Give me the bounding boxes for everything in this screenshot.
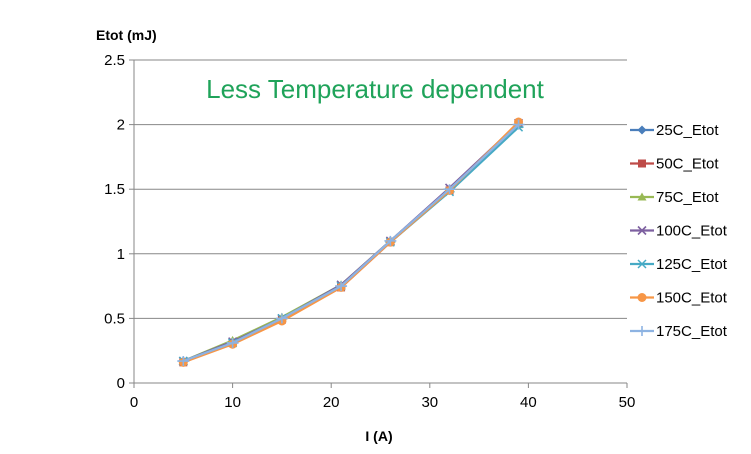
series-line [182, 121, 520, 364]
legend-marker [637, 192, 647, 201]
y-tick-label: 0 [117, 375, 125, 392]
legend-item-50c-etot: 50C_Etot [630, 156, 719, 173]
data-point [384, 235, 397, 246]
series-line [182, 123, 520, 363]
series-25c-etot [178, 120, 524, 366]
y-tick-label: 2 [117, 117, 125, 134]
y-axis-title: Etot (mJ) [96, 27, 157, 43]
legend-label: 25C_Etot [656, 122, 719, 139]
data-point [177, 356, 190, 367]
legend-marker [637, 259, 647, 269]
x-axis-title: I (A) [365, 428, 392, 444]
x-tick-label: 40 [520, 394, 537, 411]
series-50c-etot [179, 119, 523, 367]
series-line [182, 122, 520, 364]
legend-label: 100C_Etot [656, 223, 728, 240]
series-175c-etot [177, 119, 525, 367]
legend-marker [638, 159, 646, 168]
series-line [182, 122, 520, 363]
legend-label: 50C_Etot [656, 156, 719, 173]
x-tick-label: 50 [619, 394, 636, 411]
data-point [226, 337, 239, 348]
legend-label: 125C_Etot [656, 256, 728, 273]
legend-item-150c-etot: 150C_Etot [630, 290, 728, 307]
y-tick-label: 0.5 [104, 310, 125, 327]
legend-item-100c-etot: 100C_Etot [630, 223, 728, 240]
series-line [182, 123, 520, 363]
gridlines [134, 59, 627, 319]
x-tick-label: 30 [421, 394, 438, 411]
series-75c-etot [178, 120, 524, 365]
series-line [182, 123, 520, 363]
x-tick-label: 10 [224, 394, 241, 411]
y-tick-label: 1 [117, 246, 125, 263]
series-group [177, 117, 525, 367]
legend-item-125c-etot: 125C_Etot [630, 256, 728, 273]
legend-item-75c-etot: 75C_Etot [630, 189, 719, 206]
series-100c-etot [178, 118, 524, 366]
legend-label: 75C_Etot [656, 189, 719, 206]
legend-label: 175C_Etot [656, 323, 728, 340]
legend-marker [637, 225, 647, 236]
data-point [275, 313, 288, 324]
legend-item-175c-etot: 175C_Etot [630, 323, 728, 340]
y-tick-label: 1.5 [104, 181, 125, 198]
legend-label: 150C_Etot [656, 290, 728, 307]
legend: 25C_Etot 50C_Etot 75C_Etot 100C_Etot 125C_Et… [630, 122, 728, 340]
data-point [335, 281, 348, 292]
y-tick-label: 2.5 [104, 52, 125, 69]
data-point [512, 119, 525, 130]
x-tick-label: 20 [323, 394, 340, 411]
series-line [182, 126, 520, 363]
legend-marker [637, 125, 647, 135]
legend-marker [636, 326, 648, 336]
x-tick-label: 0 [130, 394, 138, 411]
series-125c-etot [178, 122, 524, 366]
legend-item-25c-etot: 25C_Etot [630, 122, 719, 139]
data-point [443, 184, 456, 195]
legend-marker [637, 293, 647, 302]
chart-annotation: Less Temperature dependent [206, 74, 545, 104]
axes: 0 0.5 1 1.5 2 2.5 0 10 20 30 40 50 [104, 52, 635, 411]
series-150c-etot [178, 117, 524, 367]
